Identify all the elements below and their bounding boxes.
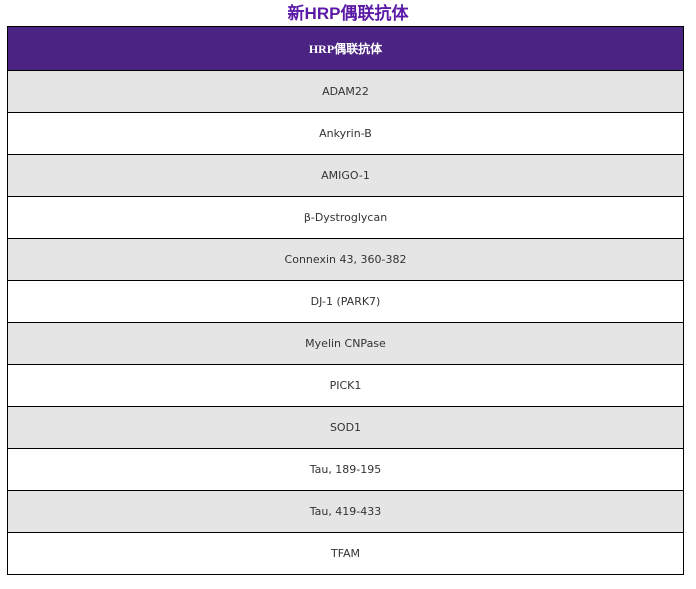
table-cell: Tau, 419-433 bbox=[7, 490, 684, 533]
table-row: Tau, 189-195 bbox=[7, 448, 684, 491]
table-row: SOD1 bbox=[7, 406, 684, 449]
table-cell: TFAM bbox=[7, 532, 684, 575]
table-row: Connexin 43, 360-382 bbox=[7, 238, 684, 281]
table-cell: DJ-1 (PARK7) bbox=[7, 280, 684, 323]
table-cell: Myelin CNPase bbox=[7, 322, 684, 365]
table-cell: ADAM22 bbox=[7, 70, 684, 113]
table-cell: Connexin 43, 360-382 bbox=[7, 238, 684, 281]
table-cell: Ankyrin-B bbox=[7, 112, 684, 155]
table-row: β-Dystroglycan bbox=[7, 196, 684, 239]
table-row: AMIGO-1 bbox=[7, 154, 684, 197]
table-cell: Tau, 189-195 bbox=[7, 448, 684, 491]
table-row: TFAM bbox=[7, 532, 684, 575]
table-row: Myelin CNPase bbox=[7, 322, 684, 365]
table-row: DJ-1 (PARK7) bbox=[7, 280, 684, 323]
table-cell: AMIGO-1 bbox=[7, 154, 684, 197]
table-cell: SOD1 bbox=[7, 406, 684, 449]
table-row: Ankyrin-B bbox=[7, 112, 684, 155]
page-title: 新HRP偶联抗体 bbox=[287, 4, 409, 23]
table-row: Tau, 419-433 bbox=[7, 490, 684, 533]
table-header: HRP偶联抗体 bbox=[7, 26, 684, 71]
antibody-table: HRP偶联抗体 ADAM22 Ankyrin-B AMIGO-1 β-Dystrogl… bbox=[7, 26, 684, 575]
table-row: PICK1 bbox=[7, 364, 684, 407]
table-row: ADAM22 bbox=[7, 70, 684, 113]
table-cell: PICK1 bbox=[7, 364, 684, 407]
table-cell: β-Dystroglycan bbox=[7, 196, 684, 239]
